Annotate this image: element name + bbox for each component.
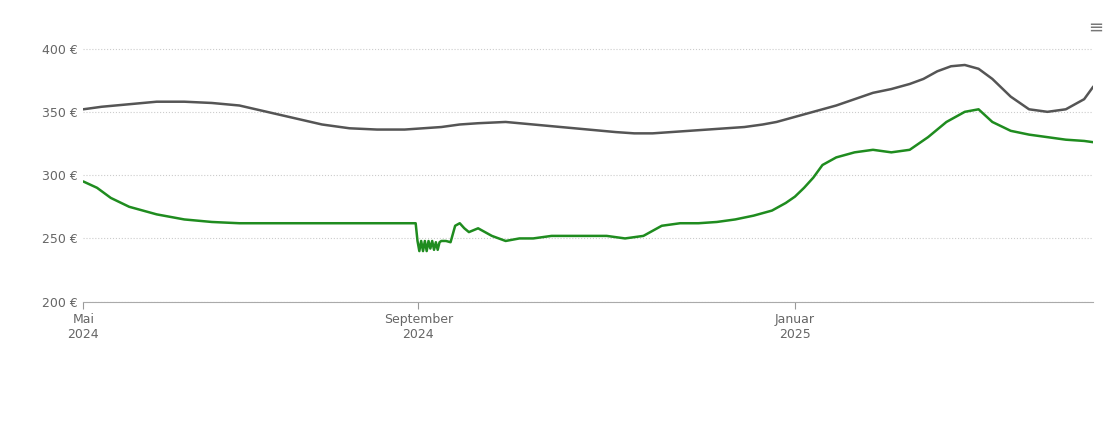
Text: ≡: ≡ [1088, 19, 1103, 37]
